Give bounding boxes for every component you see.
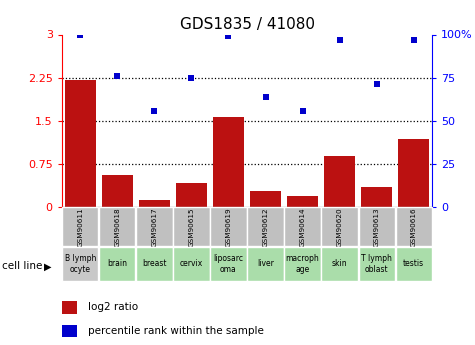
Text: liver: liver bbox=[257, 259, 274, 268]
Bar bbox=[210, 207, 247, 246]
Bar bbox=[173, 207, 209, 246]
Bar bbox=[213, 117, 244, 207]
Bar bbox=[99, 207, 135, 246]
Text: cervix: cervix bbox=[180, 259, 203, 268]
Text: GSM90611: GSM90611 bbox=[77, 207, 83, 247]
Text: B lymph
ocyte: B lymph ocyte bbox=[65, 254, 96, 274]
Text: testis: testis bbox=[403, 259, 424, 268]
Text: GSM90615: GSM90615 bbox=[189, 207, 194, 247]
Bar bbox=[247, 207, 284, 246]
Text: GSM90620: GSM90620 bbox=[337, 207, 342, 247]
Bar bbox=[359, 247, 395, 281]
Text: breast: breast bbox=[142, 259, 167, 268]
Bar bbox=[322, 207, 358, 246]
Text: GSM90613: GSM90613 bbox=[374, 207, 380, 247]
Bar bbox=[62, 247, 98, 281]
Bar bbox=[65, 80, 96, 207]
Point bbox=[151, 108, 158, 114]
Bar bbox=[136, 207, 172, 246]
Point bbox=[225, 33, 232, 39]
Text: GSM90616: GSM90616 bbox=[411, 207, 417, 247]
Text: brain: brain bbox=[107, 259, 127, 268]
Bar bbox=[62, 301, 77, 314]
Bar bbox=[322, 247, 358, 281]
Bar bbox=[62, 325, 77, 337]
Bar bbox=[62, 207, 98, 246]
Bar bbox=[324, 156, 355, 207]
Point bbox=[262, 95, 269, 100]
Text: skin: skin bbox=[332, 259, 347, 268]
Bar bbox=[250, 191, 281, 207]
Text: liposarc
oma: liposarc oma bbox=[213, 254, 244, 274]
Text: macroph
age: macroph age bbox=[285, 254, 320, 274]
Bar bbox=[139, 199, 170, 207]
Bar bbox=[287, 196, 318, 207]
Bar bbox=[285, 207, 321, 246]
Point bbox=[410, 37, 418, 42]
Bar bbox=[247, 247, 284, 281]
Text: cell line: cell line bbox=[2, 262, 43, 271]
Text: T lymph
oblast: T lymph oblast bbox=[361, 254, 392, 274]
Bar bbox=[176, 183, 207, 207]
Text: GSM90614: GSM90614 bbox=[300, 207, 305, 247]
Text: GSM90618: GSM90618 bbox=[114, 207, 120, 247]
Point bbox=[299, 108, 306, 114]
Bar bbox=[361, 187, 392, 207]
Text: GSM90619: GSM90619 bbox=[226, 207, 231, 247]
Bar bbox=[102, 175, 133, 207]
Point bbox=[76, 32, 84, 37]
Point bbox=[336, 37, 343, 42]
Bar bbox=[210, 247, 247, 281]
Point bbox=[188, 75, 195, 80]
Bar bbox=[396, 207, 432, 246]
Text: ▶: ▶ bbox=[44, 262, 51, 271]
Bar bbox=[396, 247, 432, 281]
Point bbox=[373, 81, 380, 87]
Bar bbox=[136, 247, 172, 281]
Text: log2 ratio: log2 ratio bbox=[88, 303, 139, 313]
Bar bbox=[285, 247, 321, 281]
Bar bbox=[173, 247, 209, 281]
Title: GDS1835 / 41080: GDS1835 / 41080 bbox=[180, 17, 314, 32]
Text: GSM90612: GSM90612 bbox=[263, 207, 268, 247]
Bar bbox=[359, 207, 395, 246]
Point bbox=[114, 73, 121, 79]
Text: GSM90617: GSM90617 bbox=[152, 207, 157, 247]
Text: percentile rank within the sample: percentile rank within the sample bbox=[88, 326, 264, 336]
Bar bbox=[99, 247, 135, 281]
Bar bbox=[398, 139, 429, 207]
